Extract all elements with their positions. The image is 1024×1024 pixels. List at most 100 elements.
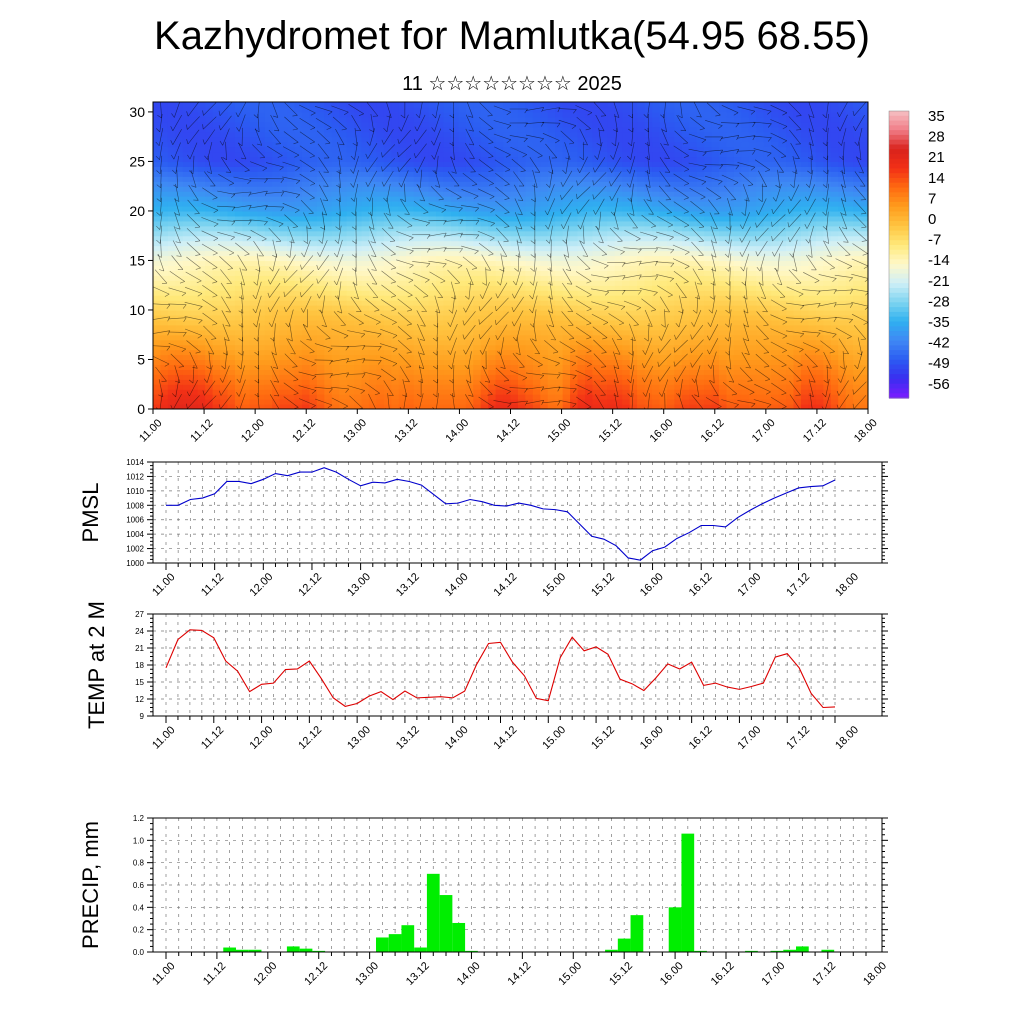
heatmap-cell (153, 384, 162, 390)
heatmap-cell (696, 379, 705, 385)
heatmap-cell (167, 339, 176, 346)
heatmap-cell (525, 141, 534, 148)
heatmap-cell (443, 136, 452, 143)
heatmap-cell (547, 151, 556, 158)
heatmap-cell (182, 290, 191, 296)
heatmap-cell (614, 230, 623, 237)
heatmap-cell (428, 230, 437, 237)
heatmap-cell (607, 151, 616, 158)
heatmap-cell (510, 250, 519, 257)
heatmap-cell (637, 384, 646, 390)
heatmap-cell (331, 245, 340, 252)
heatmap-cell (458, 275, 467, 281)
heatmap-cell (555, 295, 564, 301)
heatmap-cell (234, 201, 243, 207)
heatmap-cell (272, 295, 281, 301)
heatmap-cell (421, 201, 430, 207)
heatmap-cell (368, 319, 378, 326)
heatmap-cell (741, 215, 750, 222)
heatmap-cell (666, 285, 675, 291)
heatmap-cell (272, 300, 281, 306)
heatmap-cell (480, 404, 489, 409)
heatmap-cell (339, 309, 348, 316)
heatmap-cell (666, 225, 675, 232)
heatmap-cell (577, 191, 586, 197)
heatmap-cell (406, 181, 415, 187)
heatmap-cell (346, 191, 355, 197)
heatmap-cell (465, 265, 474, 271)
heatmap-cell (540, 186, 549, 192)
heatmap-cell (592, 359, 601, 366)
heatmap-cell (190, 275, 199, 281)
heatmap-cell (495, 176, 504, 182)
heatmap-cell (167, 354, 176, 361)
heatmap-cell (436, 285, 445, 291)
heatmap-cell (391, 334, 400, 341)
heatmap-cell (465, 166, 474, 172)
heatmap-cell (741, 319, 750, 326)
heatmap-cell (510, 344, 519, 351)
heatmap-cell (599, 399, 608, 405)
heatmap-cell (376, 334, 385, 341)
heatmap-cell (220, 374, 229, 380)
heatmap-cell (175, 141, 184, 148)
heatmap-cell (175, 255, 184, 262)
heatmap-cell (503, 384, 512, 390)
heatmap-cell (458, 141, 467, 148)
heatmap-cell (190, 280, 199, 286)
heatmap-cell (242, 196, 251, 202)
heatmap-cell (592, 280, 601, 286)
heatmap-cell (488, 260, 497, 266)
heatmap-cell (220, 255, 229, 262)
heatmap-cell (570, 121, 579, 128)
heatmap-cell (249, 191, 258, 197)
heatmap-cell (711, 314, 720, 321)
heatmap-cell (227, 339, 236, 346)
heatmap-cell (584, 161, 594, 167)
heatmap-cell (421, 176, 430, 182)
heatmap-cell (383, 205, 392, 212)
heatmap-cell (532, 349, 541, 356)
heatmap-cell (517, 280, 526, 286)
heatmap-cell (301, 240, 311, 247)
heatmap-cell (614, 102, 623, 108)
heatmap-cell (346, 329, 355, 336)
heatmap-cell (711, 230, 720, 237)
heatmap-cell (674, 275, 683, 281)
heatmap-cell (495, 156, 504, 163)
heatmap-cell (160, 161, 169, 167)
heatmap-cell (398, 151, 407, 158)
heatmap-cell (398, 255, 407, 262)
heatmap-cell (458, 329, 467, 336)
heatmap-cell (272, 230, 281, 237)
heatmap-cell (398, 116, 407, 123)
heatmap-cell (175, 290, 184, 296)
heatmap-cell (242, 186, 251, 192)
heatmap-cell (599, 245, 608, 252)
heatmap-cell (525, 116, 534, 123)
heatmap-cell (741, 201, 750, 207)
heatmap-cell (398, 210, 407, 217)
heatmap-cell (726, 111, 735, 118)
heatmap-cell (532, 255, 541, 262)
heatmap-cell (264, 319, 273, 326)
heatmap-cell (696, 374, 705, 380)
heatmap-cell (331, 300, 340, 306)
heatmap-cell (257, 265, 266, 271)
heatmap-cell (279, 349, 288, 356)
heatmap-cell (287, 354, 296, 361)
heatmap-cell (555, 141, 564, 148)
heatmap-cell (287, 106, 296, 113)
heatmap-cell (443, 126, 452, 133)
heatmap-cell (242, 171, 251, 177)
heatmap-cell (294, 354, 303, 361)
heatmap-cell (324, 314, 333, 321)
heatmap-cell (406, 171, 415, 177)
heatmap-cell (674, 156, 683, 163)
heatmap-cell (242, 305, 251, 311)
heatmap-cell (607, 191, 616, 197)
heatmap-cell (450, 171, 459, 177)
heatmap-cell (465, 111, 474, 118)
heatmap-cell (674, 394, 683, 400)
heatmap-cell (577, 329, 586, 336)
